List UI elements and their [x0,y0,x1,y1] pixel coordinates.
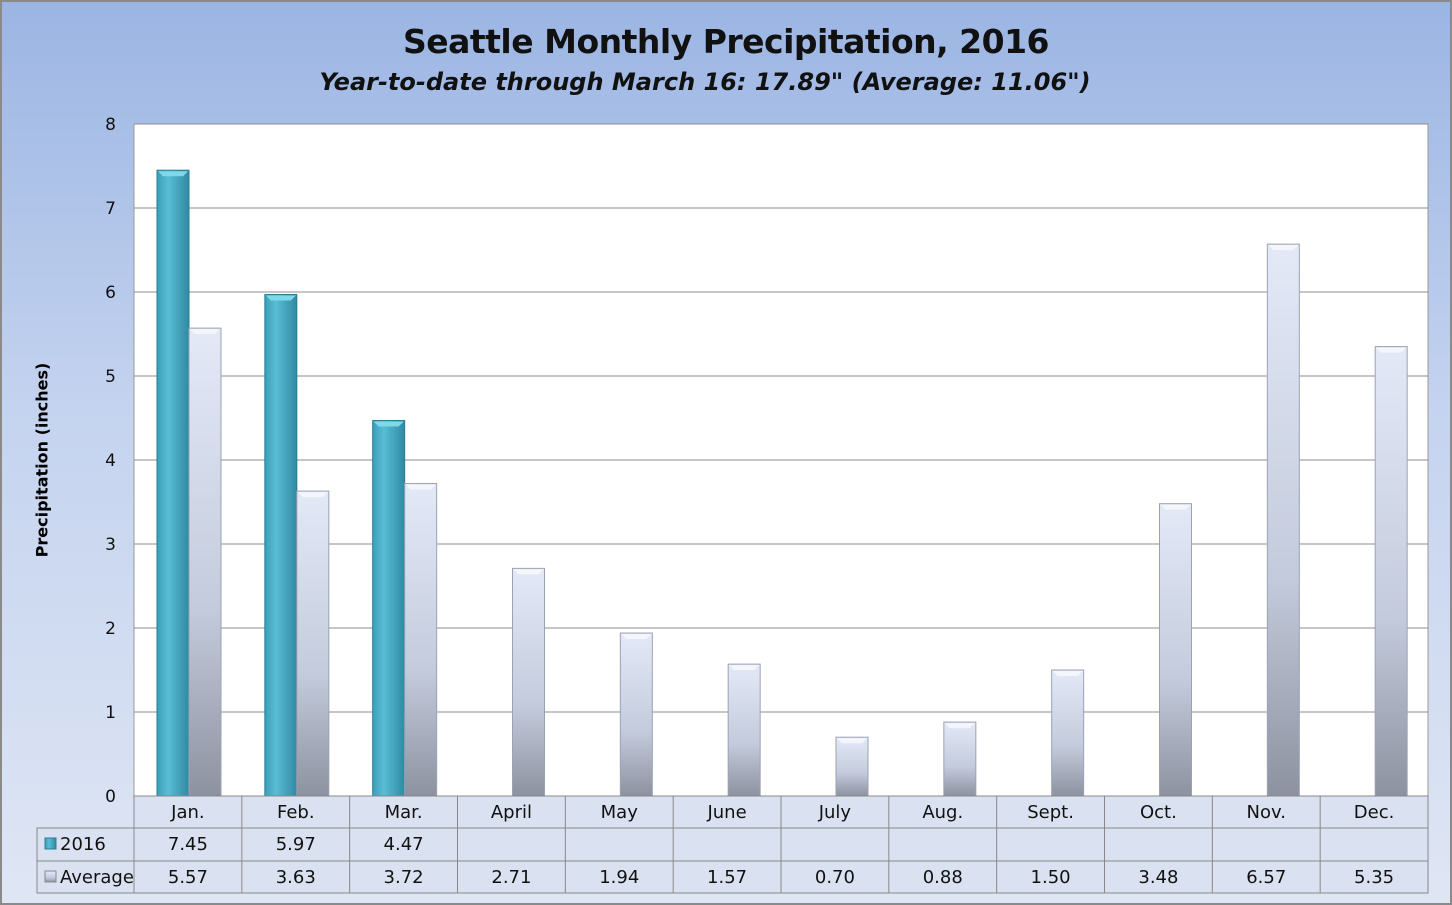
data-label: 0.70 [815,867,855,888]
legend-swatch-average [44,870,57,883]
data-label: 3.72 [384,867,424,888]
data-label: 1.94 [599,867,639,888]
bar-bevel [1052,671,1083,676]
bar-average [1051,669,1085,797]
y-tick-label: 8 [105,115,116,135]
bar-average [512,567,545,797]
x-tick-label: Aug. [922,802,963,823]
bar-bevel [405,484,436,490]
y-tick-label: 2 [105,619,116,639]
x-tick-label: Jan. [170,802,204,823]
data-label: 2.71 [491,867,531,888]
bar-bevel [1268,245,1299,251]
y-tick-label: 1 [105,703,116,723]
bar-bevel [158,171,188,177]
x-tick-label: Mar. [385,802,423,823]
x-tick-label: April [491,802,532,823]
data-label: 7.45 [168,834,208,855]
bar-average [404,483,438,797]
data-label: 0.88 [923,867,963,888]
bar-2016 [264,294,298,797]
bar-average [1266,243,1300,797]
chart-title: Seattle Monthly Precipitation, 2016 [402,22,1050,61]
bar-bevel [373,421,404,427]
bar-average [727,663,761,797]
bar-bevel [1160,504,1191,510]
x-tick-label: Feb. [277,802,315,823]
bar-bevel [265,295,296,301]
bar-average [296,490,330,797]
bar-average [619,632,653,797]
legend-label: 2016 [60,834,106,855]
x-tick-label: Oct. [1140,802,1177,823]
y-tick-label: 4 [105,451,116,471]
bar-bevel [837,738,867,744]
data-label: 5.57 [168,867,208,888]
data-label: 1.50 [1031,867,1071,888]
bar-average [1374,346,1408,797]
bar-average [835,736,869,797]
y-tick-label: 3 [105,535,116,555]
chart-subtitle: Year-to-date through March 16: 17.89" (A… [319,68,1091,96]
data-label: 4.47 [384,834,424,855]
x-tick-label: Sept. [1027,802,1074,823]
bar-bevel [944,723,975,729]
bar-bevel [297,492,328,498]
x-tick-label: Nov. [1247,802,1286,823]
bar-average [188,327,222,797]
data-label: 1.57 [707,867,747,888]
bar-2016 [372,420,406,797]
x-tick-label: July [818,802,852,823]
y-tick-label: 6 [105,283,116,303]
legend-swatch-2016 [44,837,57,850]
data-label: 5.97 [276,834,316,855]
x-tick-label: June [706,802,746,823]
legend-label: Average [60,867,134,888]
bar-2016 [156,169,190,797]
y-tick-label: 7 [105,199,116,219]
data-label: 6.57 [1246,867,1286,888]
bar-bevel [729,665,760,671]
x-tick-label: May [601,802,639,823]
bar-average [1159,503,1192,797]
bar-average [943,721,977,797]
data-label: 3.63 [276,867,316,888]
bar-bevel [621,634,652,640]
data-label: 5.35 [1354,867,1394,888]
x-tick-label: Dec. [1354,802,1395,823]
y-tick-label: 5 [105,367,116,387]
y-tick-label: 0 [105,787,116,807]
data-label: 3.48 [1138,867,1178,888]
bar-bevel [190,329,220,335]
bar-bevel [1376,347,1407,353]
bar-bevel [513,569,544,575]
